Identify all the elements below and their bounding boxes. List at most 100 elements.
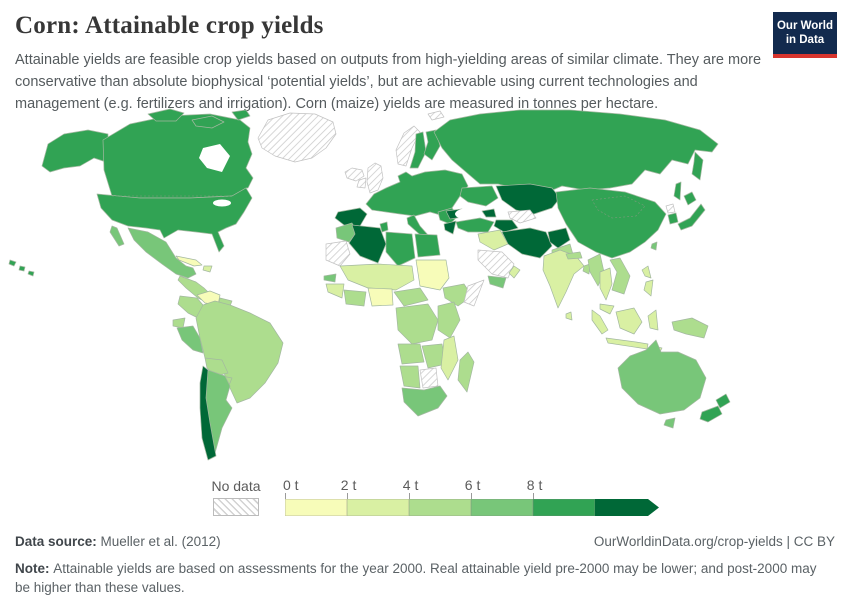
country-south-africa[interactable]: [401, 385, 448, 417]
country-indonesia-sumatra[interactable]: [591, 309, 609, 335]
no-data-label: No data: [211, 478, 261, 494]
country-russia[interactable]: [433, 109, 719, 193]
country-taiwan[interactable]: [650, 241, 658, 251]
country-north-korea[interactable]: [665, 203, 676, 214]
country-india[interactable]: [542, 249, 585, 309]
country-ecuador[interactable]: [172, 317, 186, 329]
data-source: Data source: Mueller et al. (2012): [15, 532, 221, 552]
region-cameroon-car[interactable]: [393, 287, 429, 307]
country-afghanistan[interactable]: [547, 227, 571, 249]
region-westernsahara-mauritania[interactable]: [325, 240, 351, 267]
legend-bin-5[interactable]: 10 t: [595, 499, 659, 516]
country-turkmenistan[interactable]: [493, 219, 519, 233]
country-australia-tasmania[interactable]: [663, 417, 676, 429]
country-namibia[interactable]: [399, 365, 421, 389]
country-madagascar[interactable]: [457, 351, 475, 393]
country-sweden[interactable]: [409, 131, 427, 169]
country-senegal[interactable]: [323, 273, 337, 283]
country-indonesia-sulawesi[interactable]: [647, 309, 659, 331]
legend-bin-0[interactable]: 0 t: [283, 477, 347, 516]
country-peru[interactable]: [176, 325, 204, 354]
country-egypt[interactable]: [414, 233, 441, 258]
country-tunisia[interactable]: [379, 221, 389, 233]
owid-logo[interactable]: Our World in Data: [773, 12, 837, 58]
country-united-states[interactable]: [96, 187, 253, 253]
country-hispaniola[interactable]: [202, 265, 213, 273]
country-australia[interactable]: [617, 339, 707, 415]
owid-link[interactable]: OurWorldinData.org/crop-yields | CC BY: [593, 534, 835, 549]
country-greenland[interactable]: [257, 112, 337, 163]
chart-note: Note: Attainable yields are based on ass…: [15, 559, 835, 598]
country-algeria[interactable]: [348, 224, 387, 264]
country-uzbekistan[interactable]: [507, 209, 537, 224]
country-mexico-baja[interactable]: [109, 225, 125, 247]
country-indonesia-borneo[interactable]: [615, 307, 643, 335]
country-nigeria[interactable]: [367, 287, 394, 307]
country-svalbard[interactable]: [427, 110, 445, 121]
country-libya[interactable]: [385, 231, 416, 267]
country-yemen[interactable]: [487, 275, 507, 289]
region-europe-mainland[interactable]: [365, 169, 469, 217]
country-ireland[interactable]: [356, 177, 367, 189]
country-papua-new-guinea[interactable]: [671, 317, 709, 339]
country-china[interactable]: [555, 187, 667, 259]
region-syria-iraq[interactable]: [477, 229, 509, 251]
country-bangladesh[interactable]: [582, 263, 591, 275]
owid-logo-line2: in Data: [785, 34, 825, 46]
legend-bin-4[interactable]: 8 t: [527, 477, 595, 516]
country-somalia[interactable]: [463, 279, 485, 307]
country-united-kingdom[interactable]: [366, 162, 384, 194]
country-new-zealand[interactable]: [699, 393, 731, 423]
legend-bin-3[interactable]: 6 t: [465, 477, 533, 516]
country-kazakhstan[interactable]: [495, 183, 561, 215]
legend-bin-2[interactable]: 4 t: [403, 477, 471, 516]
country-canada[interactable]: [102, 113, 254, 199]
arctic-island-2[interactable]: [191, 115, 225, 129]
country-greece[interactable]: [443, 220, 457, 235]
country-hawaii[interactable]: [8, 259, 35, 277]
country-oman[interactable]: [508, 265, 521, 279]
legend-tick-3: 6 t: [464, 477, 481, 493]
country-finland[interactable]: [423, 129, 441, 161]
country-mozambique[interactable]: [440, 335, 459, 381]
region-guinea[interactable]: [325, 283, 345, 299]
country-south-korea[interactable]: [667, 212, 679, 225]
country-sri-lanka[interactable]: [565, 311, 573, 321]
country-russia-kamchatka[interactable]: [691, 151, 704, 181]
legend-tick-1: 2 t: [340, 477, 357, 493]
country-ukraine[interactable]: [459, 185, 499, 207]
region-sahel[interactable]: [339, 263, 415, 291]
region-caucasus[interactable]: [481, 208, 497, 218]
country-malaysia[interactable]: [599, 303, 615, 315]
arctic-island-1[interactable]: [147, 108, 185, 122]
arctic-island-3[interactable]: [231, 109, 251, 121]
country-philippines[interactable]: [641, 265, 654, 297]
region-vietnam-laos[interactable]: [609, 257, 631, 295]
country-dr-congo[interactable]: [395, 303, 439, 345]
country-japan[interactable]: [677, 191, 706, 231]
region-ghana-cotedivoire[interactable]: [343, 289, 367, 307]
country-saudi-arabia[interactable]: [477, 249, 515, 279]
chart-header: Corn: Attainable crop yields Our World i…: [15, 12, 837, 115]
country-iceland[interactable]: [344, 167, 365, 182]
no-data-swatch[interactable]: [213, 498, 259, 516]
country-iran[interactable]: [501, 227, 553, 259]
country-thailand[interactable]: [599, 267, 613, 301]
note-label: Note:: [15, 560, 50, 576]
country-cuba[interactable]: [175, 255, 203, 267]
country-mongolia-border[interactable]: [591, 195, 646, 219]
country-angola[interactable]: [397, 343, 425, 365]
legend-bin-1[interactable]: 2 t: [341, 477, 409, 516]
country-botswana[interactable]: [419, 367, 439, 389]
country-chile[interactable]: [199, 365, 217, 461]
country-turkey[interactable]: [455, 217, 495, 233]
country-nepal[interactable]: [565, 251, 583, 260]
note-value: Attainable yields are based on assessmen…: [15, 560, 817, 596]
country-mexico[interactable]: [127, 227, 197, 279]
data-source-label: Data source:: [15, 534, 97, 549]
region-kenya-tanzania[interactable]: [437, 301, 461, 339]
country-brazil[interactable]: [195, 300, 284, 404]
country-indonesia-java[interactable]: [605, 337, 649, 350]
country-sudan[interactable]: [415, 259, 450, 291]
country-russia-sakhalin[interactable]: [673, 181, 682, 201]
